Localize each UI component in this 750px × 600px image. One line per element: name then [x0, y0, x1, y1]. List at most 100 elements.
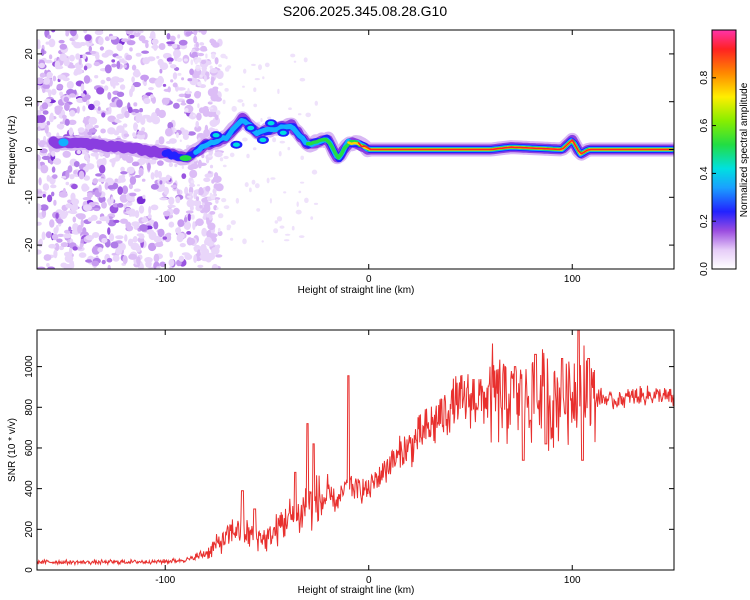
noise-blob — [188, 191, 193, 196]
noise-blob — [139, 224, 148, 232]
noise-blob — [146, 229, 155, 235]
noise-blob — [220, 53, 227, 59]
noise-blob — [235, 197, 240, 204]
ridge-blob — [179, 155, 192, 162]
snr-x-tick-label: -100 — [155, 575, 175, 586]
noise-blob — [267, 116, 272, 121]
noise-blob — [76, 149, 82, 155]
noise-blob — [209, 211, 216, 215]
noise-blob — [47, 194, 53, 203]
noise-blob — [39, 72, 46, 78]
noise-blob — [116, 99, 123, 108]
noise-blob — [199, 204, 203, 209]
snr-x-axis-label: Height of straight line (km) — [298, 585, 415, 596]
noise-blob — [212, 94, 216, 99]
noise-blob — [251, 63, 256, 66]
noise-blob — [278, 151, 282, 157]
noise-blob — [59, 53, 67, 62]
noise-blob — [141, 217, 149, 223]
noise-blob — [313, 202, 319, 205]
noise-blob — [80, 218, 84, 228]
noise-blob — [129, 208, 136, 215]
noise-blob — [222, 164, 227, 168]
noise-blob — [93, 100, 101, 107]
noise-blob — [168, 61, 172, 65]
noise-blob — [116, 91, 125, 98]
noise-blob — [140, 116, 146, 125]
noise-blob — [269, 198, 272, 204]
noise-blob — [174, 163, 178, 168]
noise-blob — [124, 234, 128, 242]
noise-blob — [147, 162, 151, 171]
noise-blob — [209, 38, 215, 44]
noise-blob — [74, 68, 83, 75]
noise-blob — [148, 206, 152, 215]
noise-blob — [287, 146, 291, 151]
noise-blob — [196, 112, 202, 121]
colorbar-tick-label: 0.8 — [699, 70, 710, 84]
noise-blob — [58, 191, 68, 198]
noise-blob — [310, 216, 314, 220]
noise-blob — [231, 105, 237, 112]
noise-blob — [101, 238, 108, 243]
snr-y-tick-label: 800 — [24, 399, 35, 416]
noise-blob — [133, 188, 141, 192]
noise-blob — [107, 185, 115, 190]
noise-blob — [82, 95, 88, 103]
noise-blob — [37, 43, 41, 50]
noise-blob — [46, 174, 51, 182]
noise-blob — [41, 231, 46, 241]
noise-blob — [189, 68, 195, 76]
noise-blob — [135, 52, 142, 57]
noise-blob — [192, 221, 196, 231]
noise-blob — [262, 76, 265, 80]
noise-blob — [94, 125, 99, 129]
noise-blob — [97, 106, 101, 111]
noise-blob — [111, 63, 117, 68]
noise-blob — [100, 79, 106, 85]
spectrogram-ridge — [46, 111, 674, 166]
noise-blob — [184, 108, 189, 113]
noise-blob — [168, 259, 175, 267]
noise-blob — [41, 208, 47, 218]
noise-blob — [78, 252, 87, 258]
noise-blob — [63, 233, 72, 239]
noise-blob — [173, 49, 181, 58]
noise-blob — [65, 169, 70, 179]
noise-blob — [120, 171, 128, 175]
noise-blob — [59, 91, 63, 97]
noise-blob — [304, 197, 309, 203]
spectrogram-y-ticks: -20 -10 0 10 20 — [24, 48, 674, 252]
noise-blob — [229, 152, 235, 158]
ridge-blob-core — [267, 121, 275, 126]
noise-blob — [311, 169, 318, 175]
noise-blob — [69, 93, 76, 98]
noise-blob — [37, 266, 46, 269]
noise-blob — [215, 254, 223, 258]
noise-blob — [260, 117, 263, 123]
noise-blob — [154, 242, 164, 248]
noise-blob — [62, 150, 71, 158]
noise-blob — [166, 41, 175, 45]
snr-y-axis-label: SNR (10 * v/v) — [7, 418, 18, 482]
noise-blob — [253, 103, 258, 108]
noise-blob — [298, 190, 302, 194]
ridge-blob-core — [212, 132, 220, 138]
noise-blob — [46, 263, 50, 267]
noise-blob — [77, 224, 83, 234]
noise-blob — [164, 233, 172, 243]
noise-blob — [195, 65, 201, 69]
noise-blob — [253, 87, 257, 92]
noise-blob — [183, 58, 188, 62]
noise-blob — [53, 227, 59, 235]
noise-blob — [195, 41, 199, 48]
noise-blob — [85, 99, 90, 106]
noise-blob — [279, 140, 286, 144]
noise-blob — [107, 264, 111, 269]
noise-blob — [154, 169, 159, 178]
noise-blob — [211, 179, 215, 184]
noise-blob — [215, 110, 221, 116]
noise-blob — [86, 157, 91, 164]
noise-blob — [251, 179, 256, 185]
noise-blob — [122, 255, 128, 265]
